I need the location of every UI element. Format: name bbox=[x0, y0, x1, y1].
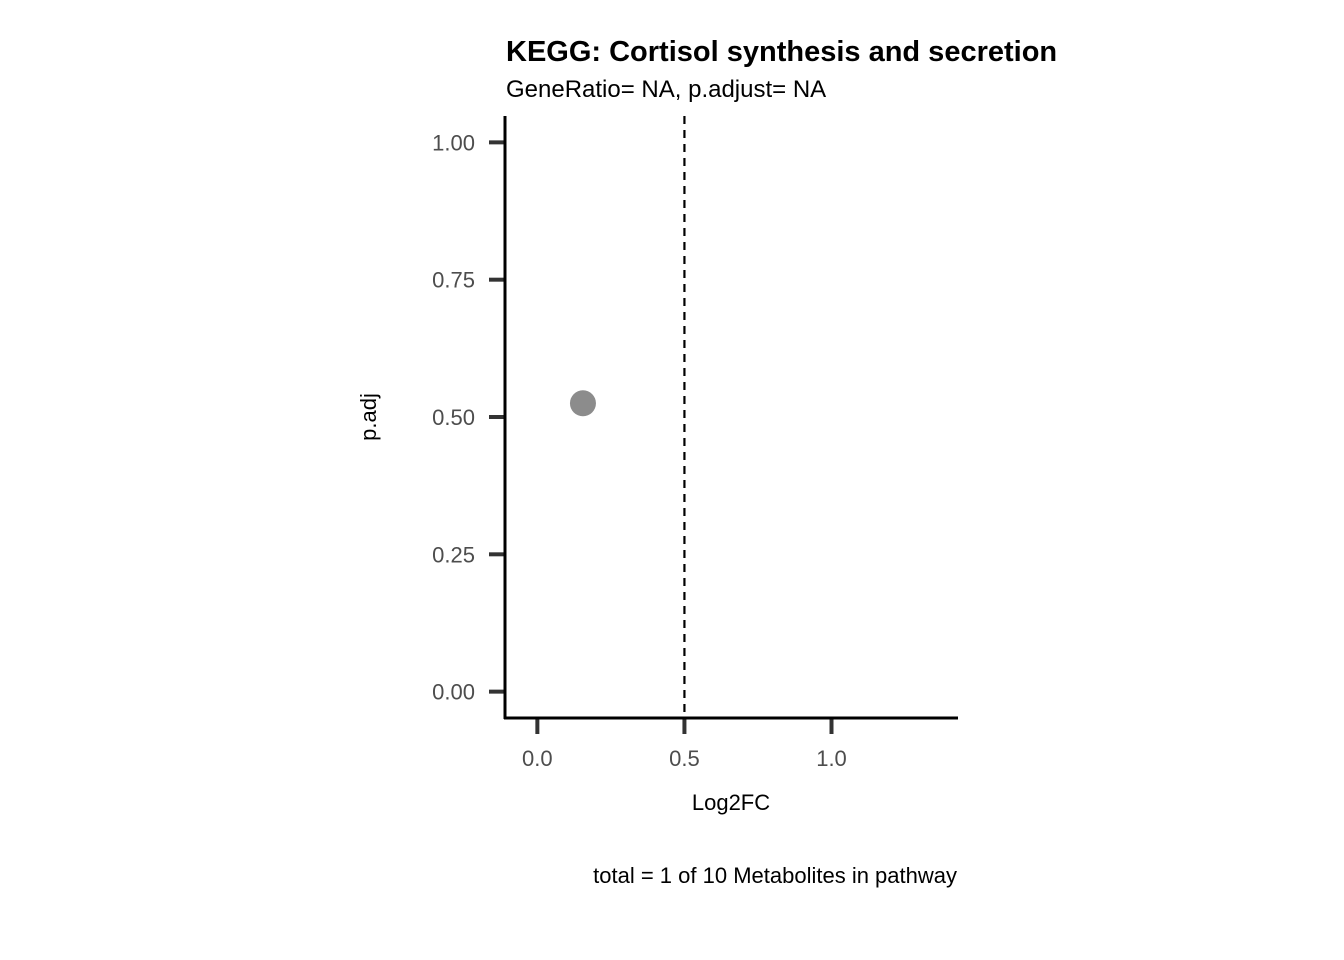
chart-caption: total = 1 of 10 Metabolites in pathway bbox=[593, 863, 957, 888]
y-tick-label: 0.75 bbox=[432, 268, 475, 293]
y-axis-ticks: 0.00 0.25 0.50 0.75 1.00 bbox=[432, 130, 505, 705]
chart-title: KEGG: Cortisol synthesis and secretion bbox=[506, 36, 1057, 68]
y-tick-label: 0.25 bbox=[432, 542, 475, 567]
y-tick-label: 0.50 bbox=[432, 405, 475, 430]
data-points bbox=[569, 390, 596, 417]
x-axis-ticks: 0.0 0.5 1.0 bbox=[522, 718, 847, 771]
x-axis-label: Log2FC bbox=[692, 790, 770, 815]
data-point bbox=[569, 390, 596, 417]
chart-subtitle: GeneRatio= NA, p.adjust= NA bbox=[506, 76, 826, 103]
x-tick-label: 0.0 bbox=[522, 746, 553, 771]
y-axis-label: p.adj bbox=[356, 393, 381, 441]
x-tick-label: 1.0 bbox=[816, 746, 847, 771]
x-tick-label: 0.5 bbox=[669, 746, 700, 771]
y-tick-label: 1.00 bbox=[432, 130, 475, 155]
y-tick-label: 0.00 bbox=[432, 680, 475, 705]
